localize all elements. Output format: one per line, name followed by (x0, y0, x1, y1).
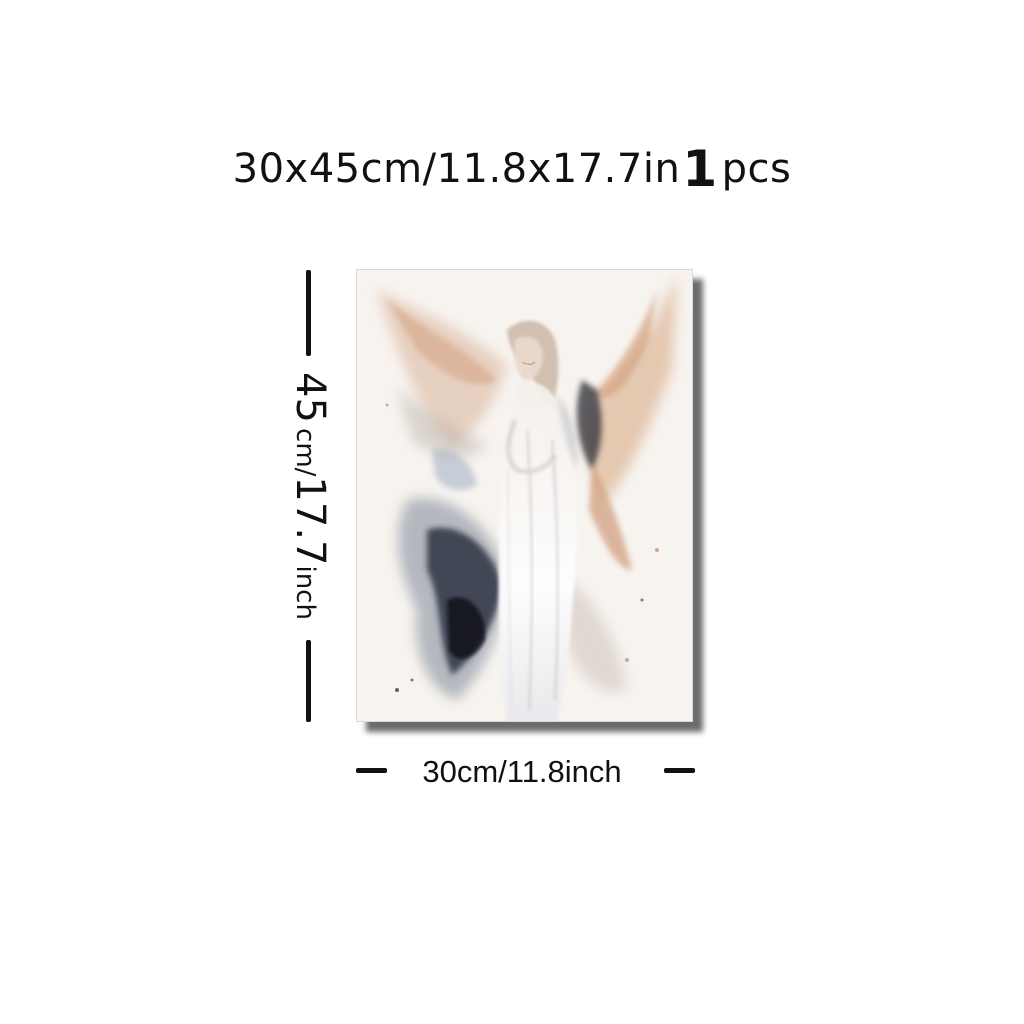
angel-watercolor-illustration (357, 270, 692, 721)
width-dimension-line-left (356, 768, 387, 773)
height-dimension-line-top (306, 270, 311, 356)
canvas-print (356, 269, 703, 732)
quantity-number: 1 (682, 140, 718, 198)
height-cm-value: 45 (287, 372, 333, 423)
height-inch-value: 17.7 (287, 476, 333, 566)
product-size-title: 30x45cm/11.8x17.7in1 pcs (0, 138, 1024, 196)
height-dimension-line-bottom (306, 640, 311, 722)
width-dimension-label: 30cm/11.8inch (422, 754, 622, 789)
size-text: 30x45cm/11.8x17.7in (232, 146, 681, 192)
height-cm-unit: cm/ (290, 428, 320, 477)
width-dimension-line-right (664, 768, 695, 773)
quantity-unit: pcs (721, 146, 792, 192)
height-dimension-label: 45 cm/17.7inch (287, 372, 333, 620)
angel-painting (356, 269, 693, 722)
height-inch-unit: inch (290, 565, 320, 620)
